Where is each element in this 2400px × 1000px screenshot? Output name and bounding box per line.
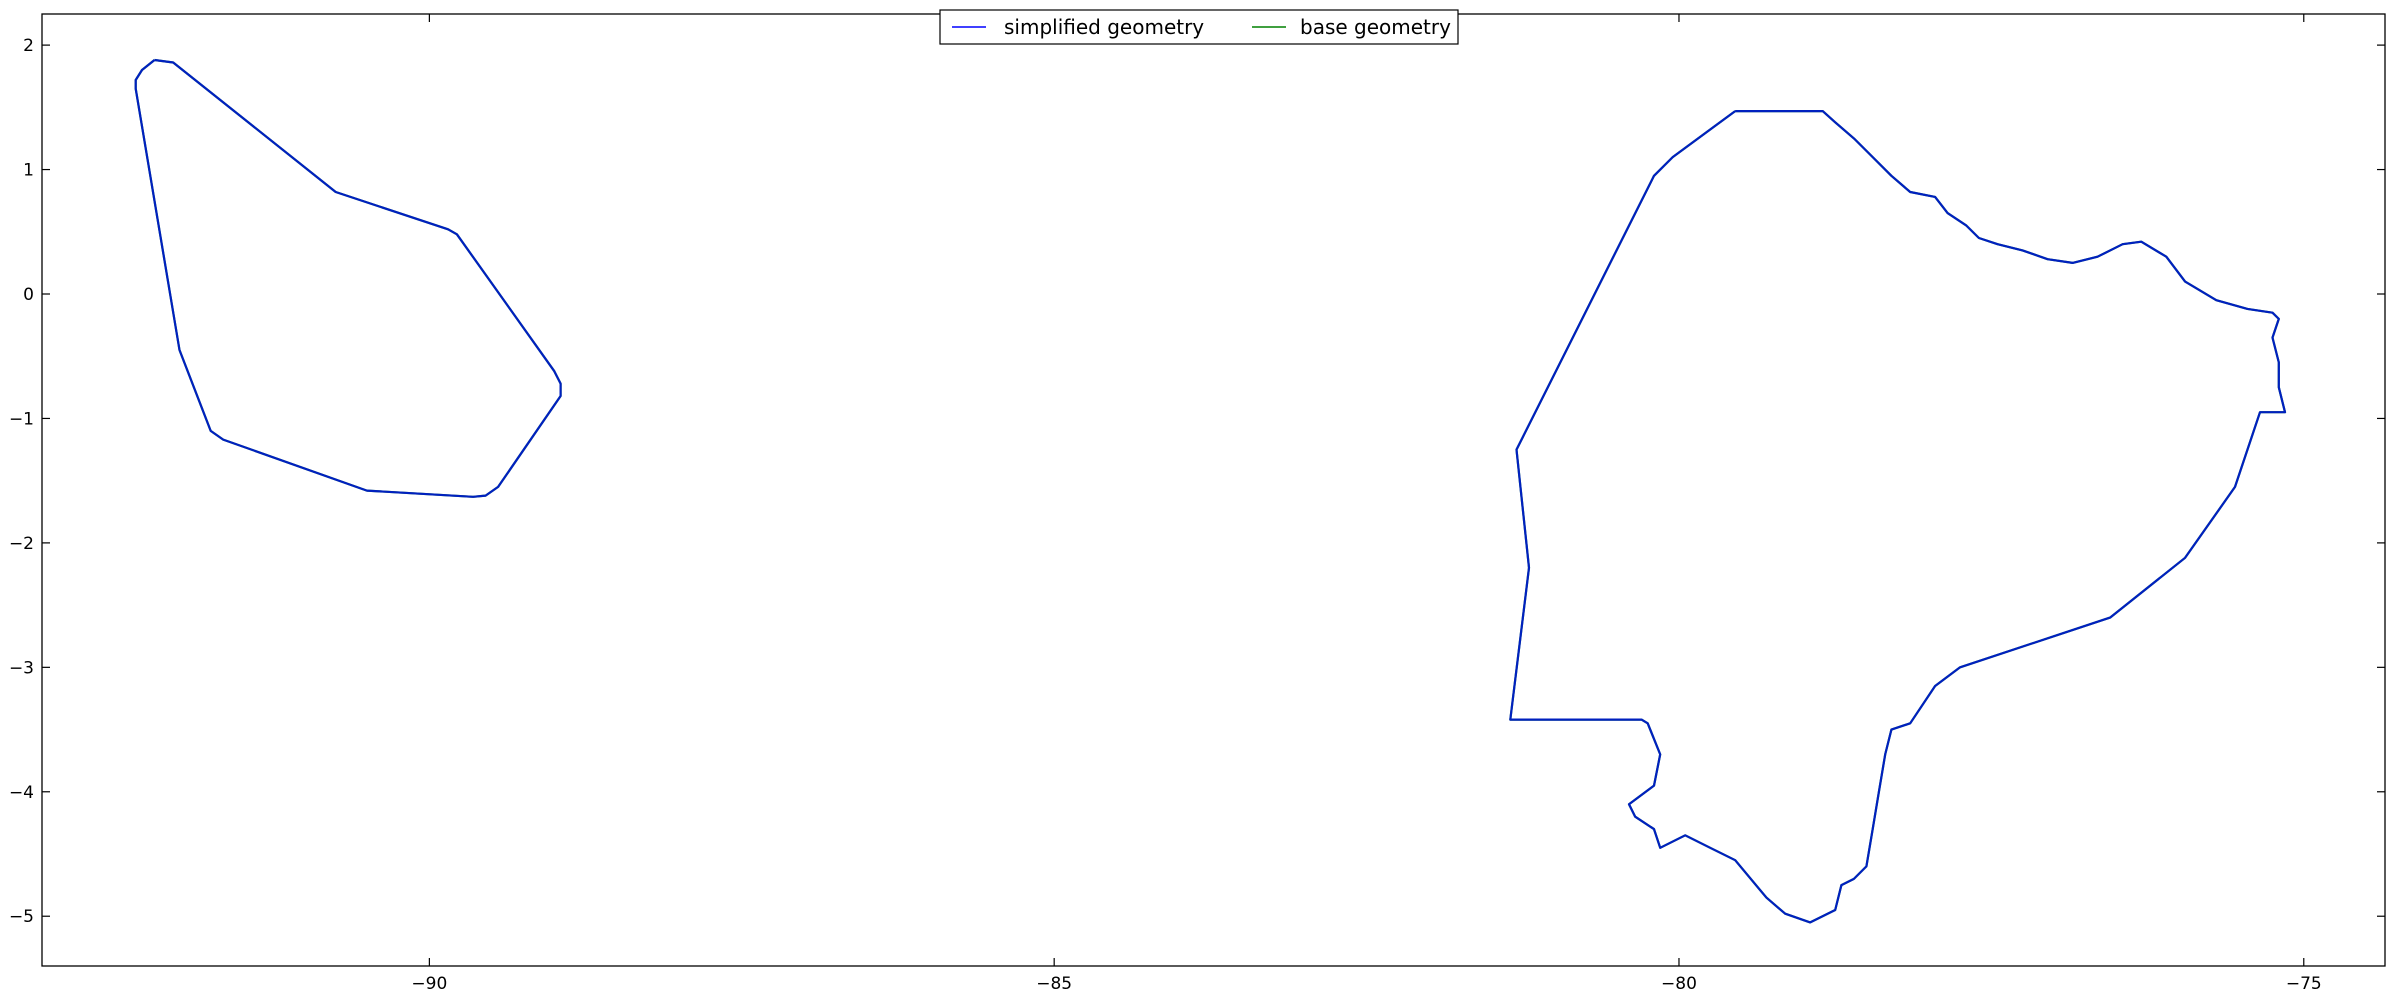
legend-box: [939, 9, 1459, 45]
y-tick-label: −5: [9, 907, 34, 927]
y-tick-label: −3: [9, 658, 34, 678]
x-tick-label: −80: [1661, 974, 1697, 994]
simplified-geometry-line-1: [134, 58, 562, 498]
y-tick-label: −2: [9, 534, 34, 554]
y-tick-label: 2: [23, 36, 34, 56]
y-tick-label: 1: [23, 161, 34, 181]
x-tick-label: −85: [1036, 974, 1072, 994]
x-tick-label: −90: [411, 974, 447, 994]
legend: simplified geometry base geometry: [939, 9, 1459, 45]
simplified-geometry-line-2: [1509, 109, 2287, 924]
x-tick-label: −75: [2286, 974, 2322, 994]
y-tick-label: −1: [9, 409, 34, 429]
axis-ticks: −90 −85 −80 −75 2 1 0 −1 −2 −3 −4 −5: [9, 13, 2386, 994]
plot-area: [134, 58, 2287, 924]
y-tick-label: −4: [9, 783, 34, 803]
legend-label-1: simplified geometry: [1004, 15, 1204, 39]
y-tick-label: 0: [23, 285, 34, 305]
legend-label-2: base geometry: [1300, 15, 1451, 39]
